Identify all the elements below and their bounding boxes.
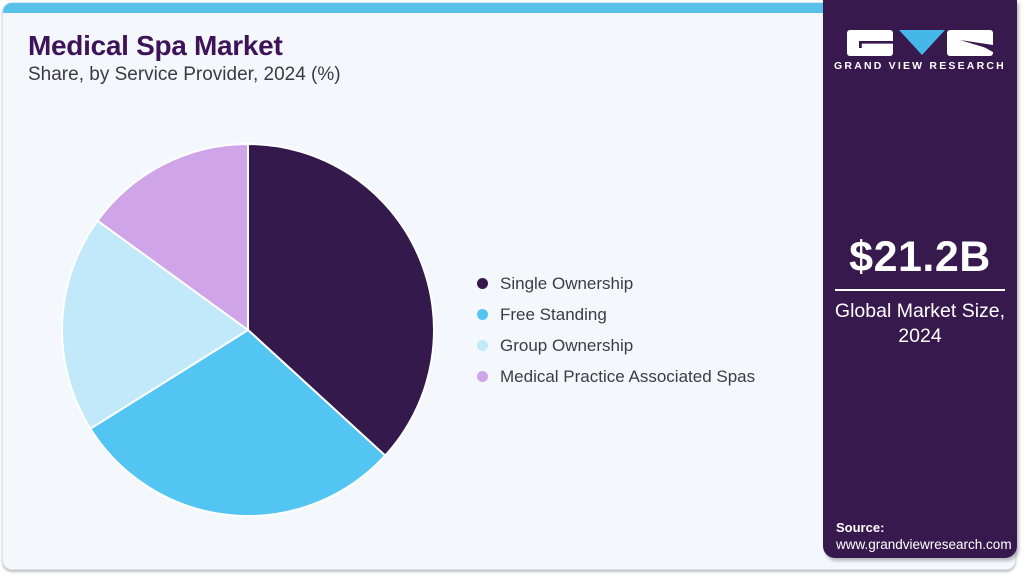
top-accent-bar (3, 3, 1015, 13)
page-subtitle: Share, by Service Provider, 2024 (%) (28, 64, 341, 85)
source-block: Source: www.grandviewresearch.com (836, 520, 1012, 553)
pie-slice-1 (247, 143, 435, 457)
brand-sidebar: GRAND VIEW RESEARCH $21.2B Global Market… (823, 0, 1017, 558)
legend-label: Free Standing (500, 304, 607, 324)
legend-dot-icon (477, 278, 488, 289)
legend-dot-icon (477, 309, 488, 320)
legend-label: Group Ownership (500, 335, 634, 355)
market-size-value: $21.2B (849, 233, 991, 281)
brand-name: GRAND VIEW RESEARCH (834, 60, 1006, 72)
divider (835, 289, 1005, 291)
pie-chart (58, 140, 438, 520)
page-title: Medical Spa Market (28, 30, 283, 61)
legend-label: Medical Practice Associated Spas (500, 366, 756, 386)
market-size-block: $21.2B Global Market Size, 2024 (823, 233, 1017, 349)
legend-item: Group Ownership (477, 335, 755, 356)
legend-item: Medical Practice Associated Spas (477, 366, 755, 387)
pie-slice-2 (89, 329, 387, 518)
source-label: Source: (836, 520, 885, 535)
legend-dot-icon (477, 371, 488, 382)
gvr-logo-icon (847, 30, 999, 56)
pie-chart-svg (61, 143, 435, 518)
chart-legend: Single Ownership Free Standing Group Own… (477, 273, 755, 397)
legend-label: Single Ownership (500, 273, 634, 293)
market-size-caption: Global Market Size, 2024 (834, 300, 1006, 347)
pie-slice-4 (96, 143, 249, 331)
legend-item: Free Standing (477, 304, 755, 325)
source-url: www.grandviewresearch.com (836, 537, 1012, 552)
pie-slice-3 (61, 219, 249, 430)
legend-dot-icon (477, 340, 488, 351)
legend-item: Single Ownership (477, 273, 755, 294)
